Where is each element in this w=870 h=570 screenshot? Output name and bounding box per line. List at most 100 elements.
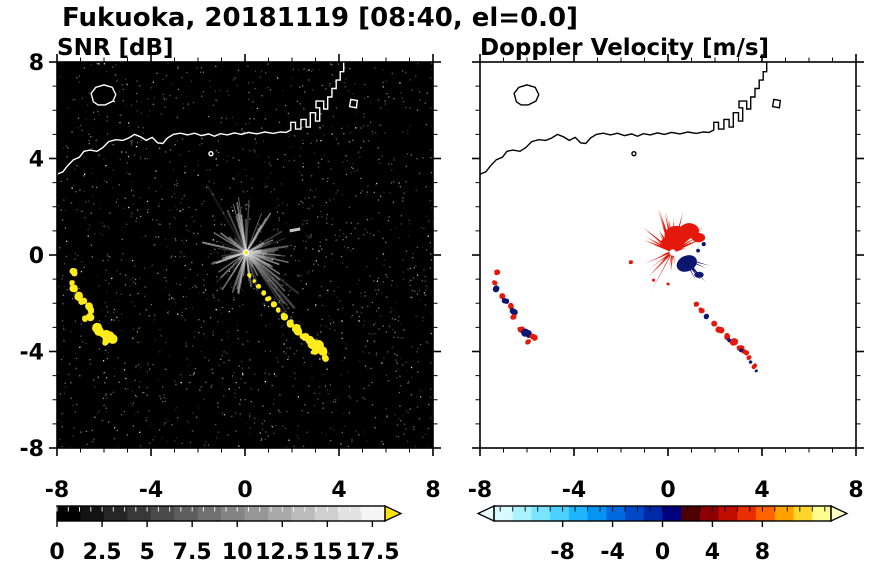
noise-speckle-part [169,226,171,228]
noise-speckle-part [158,429,161,431]
noise-speckle-part [130,402,132,404]
y-tick-label: 0 [29,244,44,269]
noise-speckle-part [215,423,217,426]
noise-speckle-part [242,372,244,375]
noise-speckle-part [197,164,199,166]
noise-speckle-part [242,343,244,345]
noise-speckle-part [169,149,172,151]
noise-speckle-part [370,101,372,103]
noise-speckle-part [429,242,431,244]
noise-speckle-part [64,386,67,388]
noise-speckle-part [105,269,107,271]
clutter-starburst-part [246,251,281,256]
noise-speckle-part [206,298,208,301]
noise-speckle-part [313,354,315,357]
noise-speckle-part [333,293,335,296]
noise-speckle-part [241,289,244,291]
noise-speckle-part [302,240,304,242]
noise-speckle-part [292,68,294,71]
noise-speckle-part [160,335,162,337]
noise-speckle-part [273,432,275,435]
noise-speckle-part [130,180,132,182]
noise-speckle-part [160,398,162,400]
noise-speckle-part [57,371,59,373]
noise-speckle-part [430,172,433,174]
noise-speckle-part [402,70,404,72]
noise-speckle-part [249,415,251,417]
noise-speckle-part [257,155,259,157]
noise-speckle-part [343,413,345,415]
noise-speckle-part [164,276,166,279]
west-echo-cluster-part [510,308,517,315]
noise-speckle-part [139,313,141,315]
noise-speckle-part [429,200,431,202]
noise-speckle-part [326,213,328,216]
noise-speckle-part [334,329,336,331]
noise-speckle-part [116,80,118,82]
noise-speckle-part [366,194,368,196]
noise-speckle-part [241,361,243,363]
noise-speckle-part [373,234,375,236]
noise-speckle-part [197,160,199,162]
noise-speckle-part [64,382,66,384]
noise-speckle-part [74,253,77,255]
noise-speckle-part [270,191,272,193]
noise-speckle-part [116,316,118,318]
noise-speckle-part [71,298,74,300]
noise-speckle-part [164,151,167,153]
noise-speckle-part [200,326,202,328]
noise-speckle-part [153,244,155,246]
noise-speckle-part [184,319,186,321]
x-tick-label: -8 [45,478,69,503]
noise-speckle-part [357,169,359,171]
noise-speckle-part [336,239,338,241]
noise-speckle-part [99,207,102,209]
noise-speckle-part [397,320,400,322]
noise-speckle-part [162,401,164,403]
noise-speckle-part [104,349,107,351]
noise-speckle-part [121,238,123,240]
clutter-starburst-part [246,252,268,259]
center-velocity-couplet-part [644,250,673,264]
noise-speckle-part [376,159,378,161]
noise-speckle-part [93,111,95,113]
noise-speckle-part [192,430,194,432]
noise-speckle-part [411,296,413,298]
noise-speckle-part [287,307,289,309]
noise-speckle-part [106,116,108,118]
noise-speckle-part [114,427,116,429]
noise-speckle-part [132,195,134,197]
noise-speckle-part [381,362,383,364]
noise-speckle-part [103,180,106,182]
noise-speckle-part [181,76,183,79]
noise-speckle-part [338,235,341,237]
noise-speckle-part [159,147,161,149]
noise-speckle-part [227,331,229,333]
noise-speckle-part [384,259,386,261]
noise-speckle-part [218,364,220,366]
x-tick-label: 8 [848,478,863,503]
colorbar-cell [127,506,152,521]
noise-speckle-part [154,339,156,341]
noise-speckle-part [177,417,179,419]
noise-speckle-part [181,442,183,444]
noise-speckle-part [276,211,279,213]
noise-speckle-part [389,192,391,194]
noise-speckle-part [126,83,128,85]
noise-speckle-part [361,190,363,192]
noise-speckle-part [232,267,234,269]
noise-speckle-part [88,200,90,202]
noise-speckle-part [100,232,102,235]
noise-speckle-part [325,256,327,258]
noise-speckle-part [159,395,161,397]
noise-speckle-part [343,357,346,359]
noise-speckle-part [94,233,96,235]
noise-speckle-part [371,404,374,406]
noise-speckle-part [164,400,166,402]
noise-speckle-part [75,191,77,193]
noise-speckle-part [97,276,99,278]
noise-speckle-part [247,98,250,100]
noise-speckle-part [137,365,139,367]
center-velocity-couplet-part [701,242,706,247]
noise-speckle-part [175,409,177,411]
